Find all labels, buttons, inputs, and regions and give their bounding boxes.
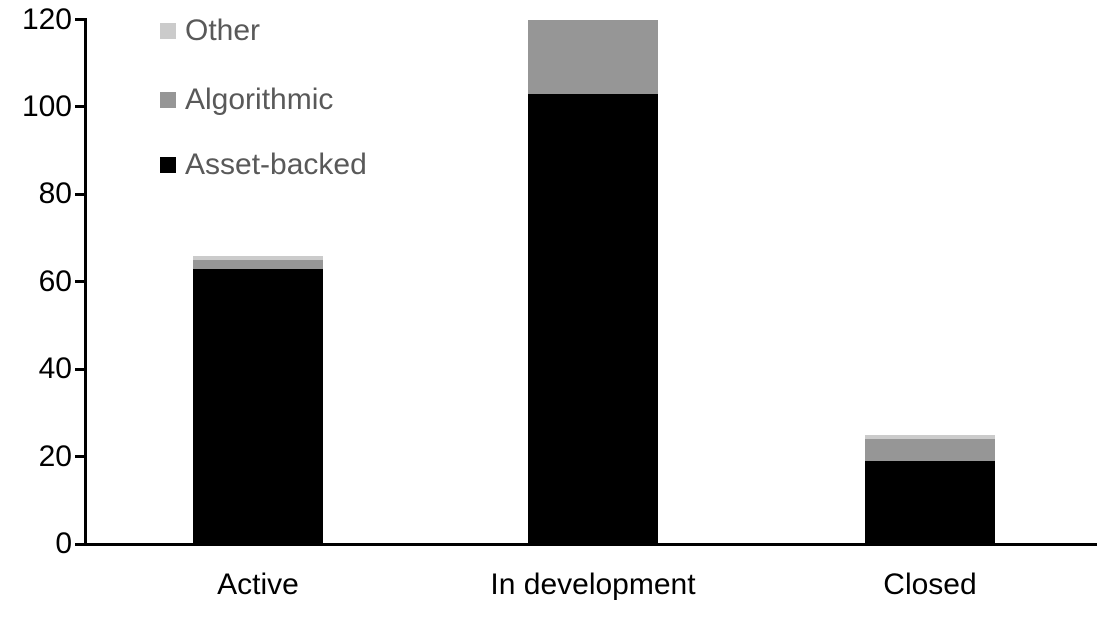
x-axis-category-label: Closed bbox=[883, 568, 977, 601]
legend-swatch-asset-backed bbox=[160, 157, 176, 173]
y-axis-tick bbox=[75, 542, 86, 546]
x-axis-line bbox=[75, 542, 1097, 546]
y-axis-tick-label: 120 bbox=[21, 2, 72, 36]
legend-swatch-algorithmic bbox=[160, 92, 176, 108]
y-axis-tick-label: 80 bbox=[38, 177, 72, 211]
bar-segment-in-development-algorithmic bbox=[528, 19, 658, 94]
y-axis-tick bbox=[75, 192, 86, 196]
legend-swatch-other bbox=[160, 23, 176, 39]
legend-item-asset-backed: Asset-backed bbox=[160, 148, 367, 181]
bar-segment-active-other bbox=[193, 255, 323, 260]
y-axis-tick-label: 20 bbox=[38, 439, 72, 473]
bar-segment-closed-algorithmic bbox=[865, 439, 995, 461]
legend-label: Other bbox=[185, 14, 261, 47]
y-axis-tick bbox=[75, 280, 86, 284]
legend-item-algorithmic: Algorithmic bbox=[160, 83, 334, 116]
y-axis-tick-label: 60 bbox=[38, 264, 72, 298]
legend-label: Asset-backed bbox=[185, 148, 367, 181]
y-axis-tick-label: 40 bbox=[38, 352, 72, 386]
y-axis-tick bbox=[75, 105, 86, 109]
bar-segment-closed-asset-backed bbox=[865, 460, 995, 544]
y-axis-tick-label: 100 bbox=[21, 89, 72, 123]
bar-segment-active-algorithmic bbox=[193, 259, 323, 269]
y-axis-tick bbox=[75, 367, 86, 371]
legend-label: Algorithmic bbox=[185, 83, 334, 116]
y-axis-tick bbox=[75, 18, 86, 21]
y-axis-tick bbox=[75, 455, 86, 459]
bar-segment-active-asset-backed bbox=[193, 268, 323, 544]
bar-segment-in-development-asset-backed bbox=[528, 93, 658, 544]
legend-item-other: Other bbox=[160, 14, 261, 47]
x-axis-category-label: Active bbox=[217, 568, 299, 601]
bar-segment-closed-other bbox=[865, 434, 995, 440]
y-axis-tick-label: 0 bbox=[55, 527, 72, 560]
x-axis-category-label: In development bbox=[490, 568, 696, 601]
